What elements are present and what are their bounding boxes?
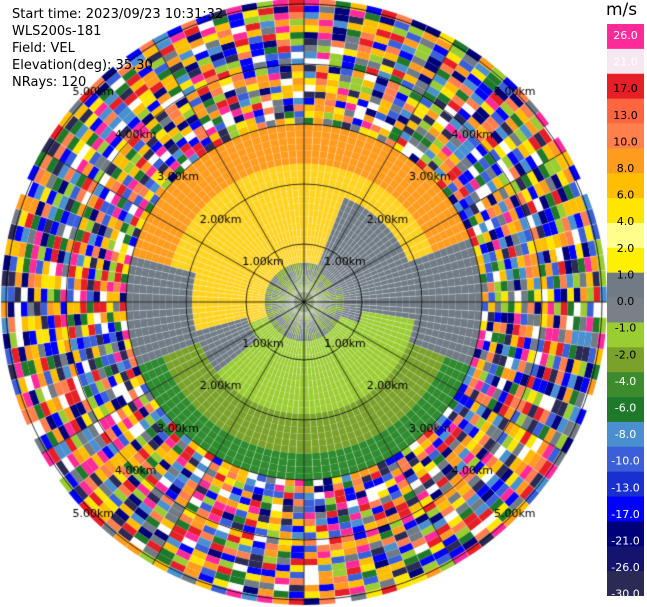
colorbar-tick-label: 8.0 [617,162,635,175]
colorbar-segment [607,222,644,249]
colorbar-tick-label: 21.0 [613,56,638,69]
colorbar-tick-label: 1.0 [617,268,635,281]
colorbar-segment [607,198,644,224]
colorbar-segment [607,496,644,522]
nrays-label: NRays: 120 [12,75,87,90]
colorbar-tick-label: -26.0 [611,561,639,574]
colorbar-tick-label: -10.0 [611,455,639,468]
field-label: Field: VEL [12,41,75,56]
colorbar-segment [607,148,644,174]
colorbar-tick-label: 10.0 [613,135,638,148]
scan-info-panel: Start time: 2023/09/23 10:31:32 WLS200s-… [12,6,223,91]
colorbar-tick-label: 4.0 [617,215,635,228]
instrument-label: WLS200s-181 [12,24,102,39]
colorbar-tick-label: -1.0 [615,322,636,335]
colorbar-segment [607,173,644,199]
colorbar-tick-label: -6.0 [615,401,636,414]
colorbar-unit-label: m/s [606,0,638,20]
colorbar-tick-label: 0.0 [617,295,635,308]
colorbar-segment [607,347,644,373]
colorbar-segment [607,571,644,596]
colorbar-tick-label: -30.0 [611,588,639,596]
colorbar-segment [607,123,644,149]
colorbar-segment [607,272,644,299]
colorbar-tick-label: 13.0 [613,109,638,122]
start-time-label: Start time: 2023/09/23 10:31:32 [12,7,224,22]
colorbar-segment [607,322,644,348]
colorbar-segment [607,98,644,124]
colorbar-segment [607,372,644,398]
colorbar-tick-label: -21.0 [611,534,639,547]
colorbar-segment [607,247,644,274]
colorbar-tick-label: -2.0 [615,348,636,361]
colorbar-tick-label: 17.0 [613,82,638,95]
colorbar-segment [607,421,644,448]
colorbar-tick-label: -13.0 [611,481,639,494]
colorbar-segment [607,48,644,75]
colorbar-segment [607,546,644,572]
velocity-colorbar: 26.0 21.0 17.0 13.0 10.0 8.0 6.0 4.0 2.0 1.0 0.0 -1… [607,24,644,596]
colorbar-segment [607,521,644,547]
colorbar-segment [607,73,644,100]
colorbar-segment [607,446,644,473]
colorbar-tick-label: 2.0 [617,242,635,255]
colorbar-tick-label: -8.0 [615,428,636,441]
colorbar-tick-label: -4.0 [615,375,636,388]
colorbar-segment [607,471,644,498]
elevation-label: Elevation(deg): 35.30 [12,58,153,73]
colorbar-tick-label: -17.0 [611,508,639,521]
colorbar-tick-label: 26.0 [613,29,638,42]
colorbar-segment [607,24,644,50]
colorbar-segment [607,297,644,323]
colorbar-segment [607,397,644,423]
colorbar-tick-label: 6.0 [617,189,635,202]
